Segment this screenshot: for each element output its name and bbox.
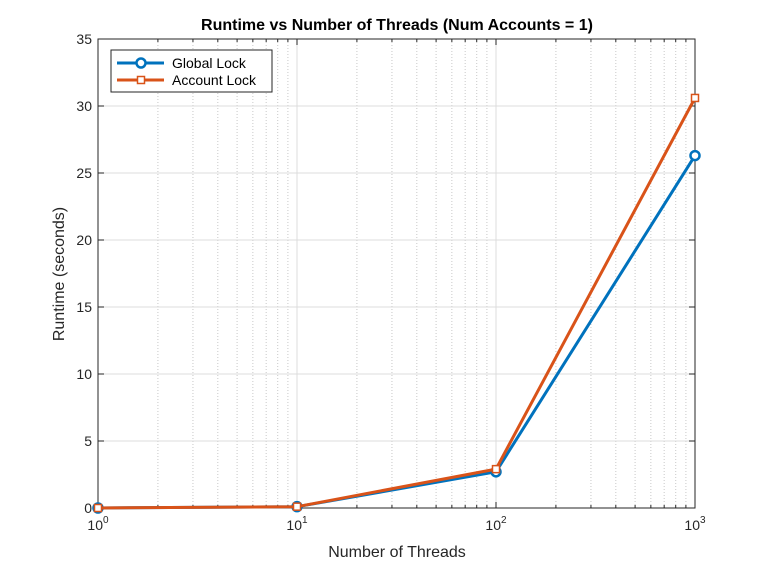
x-tick-label: 101	[286, 515, 308, 533]
legend-label: Account Lock	[172, 72, 257, 88]
x-tick-label: 103	[684, 515, 706, 533]
legend-entry: Account Lock	[117, 72, 257, 88]
y-tick-label: 30	[76, 98, 92, 114]
series-line	[97, 97, 697, 510]
x-tick-exponent: 1	[302, 515, 308, 526]
y-tick-label: 15	[76, 299, 92, 315]
data-point-square	[93, 503, 103, 513]
legend-marker-square	[136, 75, 146, 85]
chart-title: Runtime vs Number of Threads (Num Accoun…	[201, 17, 593, 34]
x-tick-label: 100	[87, 515, 109, 533]
x-tick-base: 10	[684, 517, 700, 533]
x-tick-base: 10	[485, 517, 501, 533]
data-point-square	[292, 502, 302, 511]
data-point-square	[491, 464, 501, 474]
series-global-lock	[92, 149, 701, 514]
legend-label: Global Lock	[172, 55, 247, 71]
x-tick-exponent: 0	[103, 515, 109, 526]
x-axis-label: Number of Threads	[328, 544, 466, 561]
y-axis-label: Runtime (seconds)	[51, 207, 68, 341]
data-point-square	[690, 93, 700, 103]
grid	[97, 38, 696, 509]
x-tick-label: 102	[485, 515, 507, 533]
plot-area	[97, 38, 696, 509]
series-layer	[92, 93, 701, 514]
data-point-circle	[689, 149, 701, 162]
y-tick-label: 0	[84, 500, 92, 516]
legend-box	[110, 49, 273, 93]
x-tick-exponent: 2	[501, 515, 507, 526]
y-tick-label: 35	[76, 31, 92, 47]
y-tick-label: 25	[76, 165, 92, 181]
y-tick-label: 20	[76, 232, 92, 248]
series-account-lock	[93, 93, 700, 513]
legend-entry: Global Lock	[117, 55, 247, 71]
y-tick-label: 5	[84, 433, 92, 449]
legend-marker-circle	[135, 57, 147, 69]
x-tick-base: 10	[286, 517, 302, 533]
y-tick-label: 10	[76, 366, 92, 382]
series-line	[97, 154, 697, 510]
x-tick-exponent: 3	[700, 515, 706, 526]
x-tick-base: 10	[87, 517, 103, 533]
